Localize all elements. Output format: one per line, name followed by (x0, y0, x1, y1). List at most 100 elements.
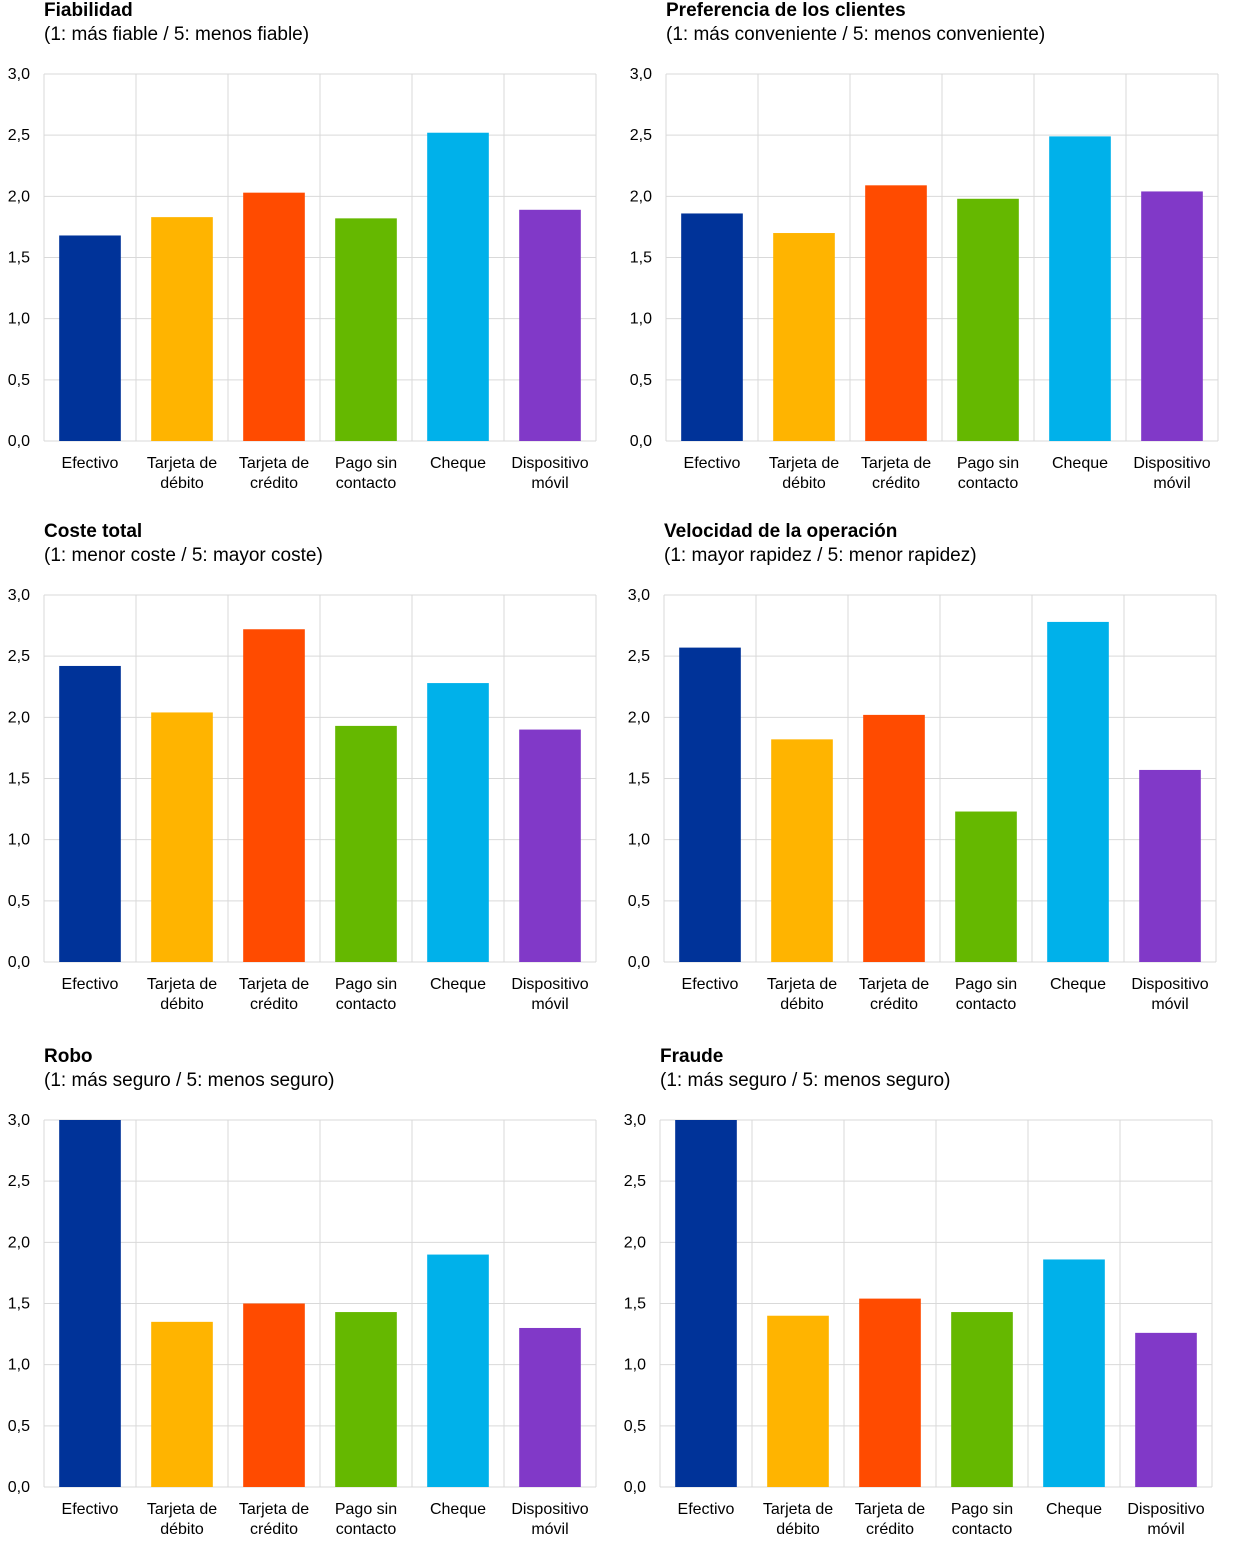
x-tick-label: Pago sin (335, 1501, 397, 1518)
chart-title: Velocidad de la operación (664, 521, 898, 542)
x-tick-label: crédito (866, 1521, 914, 1538)
chart-subtitle: (1: más seguro / 5: menos seguro) (660, 1070, 951, 1091)
y-tick-label: 0,0 (8, 1479, 30, 1496)
bar (773, 233, 835, 441)
bar (519, 729, 581, 962)
y-tick-label: 0,5 (624, 1418, 646, 1435)
bar (519, 209, 581, 441)
chart-panel-fraude: Fraude (1: más seguro / 5: menos seguro)… (616, 1046, 1216, 1546)
bar (1049, 136, 1111, 441)
chart-panel-velocidad: Velocidad de la operación (1: mayor rapi… (620, 521, 1220, 1021)
bar (951, 1312, 1013, 1487)
y-tick-label: 1,5 (8, 771, 30, 788)
bar (427, 683, 489, 962)
x-tick-label: móvil (1153, 475, 1190, 492)
x-tick-label: móvil (1151, 996, 1188, 1013)
x-tick-label: Cheque (1052, 455, 1108, 472)
bar (59, 1120, 121, 1487)
chart-subtitle: (1: más fiable / 5: menos fiable) (44, 24, 310, 45)
chart-subtitle: (1: menor coste / 5: mayor coste) (44, 545, 323, 566)
bar (335, 725, 397, 962)
bar (335, 218, 397, 441)
y-tick-label: 1,5 (624, 1296, 646, 1313)
x-tick-label: Tarjeta de (239, 976, 309, 993)
x-tick-label: contacto (956, 996, 1017, 1013)
x-tick-label: Dispositivo (1133, 455, 1210, 472)
y-tick-label: 1,5 (628, 771, 650, 788)
x-tick-label: contacto (336, 1521, 397, 1538)
bar (151, 217, 213, 441)
x-tick-label: débito (160, 1521, 204, 1538)
y-tick-label: 2,5 (624, 1173, 646, 1190)
y-tick-label: 1,5 (8, 1296, 30, 1313)
bar (427, 1254, 489, 1487)
bar (771, 739, 833, 962)
y-tick-label: 0,0 (630, 433, 652, 450)
x-tick-label: Efectivo (62, 1501, 119, 1518)
y-tick-label: 2,0 (630, 188, 652, 205)
x-tick-label: débito (776, 1521, 820, 1538)
y-tick-label: 0,0 (8, 954, 30, 971)
bar (1047, 621, 1109, 962)
y-tick-label: 0,5 (8, 893, 30, 910)
x-tick-label: Cheque (430, 976, 486, 993)
y-tick-label: 2,0 (624, 1234, 646, 1251)
y-tick-label: 3,0 (628, 587, 650, 604)
y-tick-label: 1,0 (8, 1357, 30, 1374)
x-tick-label: Pago sin (957, 455, 1019, 472)
y-tick-label: 1,0 (628, 832, 650, 849)
x-tick-label: crédito (250, 1521, 298, 1538)
chart-panel-robo: Robo (1: más seguro / 5: menos seguro) 0… (0, 1046, 600, 1546)
x-tick-label: débito (160, 475, 204, 492)
bar (767, 1315, 829, 1487)
bar-chart-preferencia: 0,0 0,5 1,0 1,5 2,0 2,5 3,0 Efectivo Tarjeta de d… (630, 66, 1219, 492)
x-tick-label: Tarjeta de (147, 1501, 217, 1518)
x-tick-label: Tarjeta de (769, 455, 839, 472)
y-tick-label: 0,5 (628, 893, 650, 910)
y-tick-label: 1,0 (8, 311, 30, 328)
bar (1135, 1332, 1197, 1487)
y-tick-label: 2,0 (8, 188, 30, 205)
bar (59, 235, 121, 441)
bar (243, 192, 305, 441)
x-tick-label: Cheque (430, 1501, 486, 1518)
bar (1139, 769, 1201, 962)
chart-subtitle: (1: más seguro / 5: menos seguro) (44, 1070, 335, 1091)
chart-title: Fraude (660, 1046, 724, 1067)
y-tick-label: 1,0 (630, 311, 652, 328)
y-tick-label: 2,0 (8, 709, 30, 726)
x-tick-label: contacto (958, 475, 1019, 492)
bar (957, 198, 1019, 441)
bar (427, 132, 489, 441)
chart-panel-coste: Coste total (1: menor coste / 5: mayor c… (0, 521, 600, 1021)
chart-panel-preferencia: Preferencia de los clientes (1: más conv… (622, 0, 1222, 500)
x-tick-label: Dispositivo (1131, 976, 1208, 993)
bar (243, 629, 305, 962)
x-tick-label: crédito (870, 996, 918, 1013)
chart-subtitle: (1: más conveniente / 5: menos convenien… (666, 24, 1046, 45)
bar (681, 213, 743, 441)
y-tick-label: 1,0 (624, 1357, 646, 1374)
x-tick-label: Tarjeta de (239, 1501, 309, 1518)
y-tick-label: 2,5 (628, 648, 650, 665)
x-tick-label: Tarjeta de (239, 455, 309, 472)
x-tick-label: Efectivo (62, 455, 119, 472)
x-tick-label: Pago sin (335, 976, 397, 993)
x-tick-label: crédito (872, 475, 920, 492)
y-tick-label: 2,5 (630, 127, 652, 144)
x-tick-label: móvil (531, 475, 568, 492)
bar (151, 712, 213, 962)
chart-title: Fiabilidad (44, 0, 133, 21)
y-tick-label: 0,0 (8, 433, 30, 450)
x-tick-label: Efectivo (682, 976, 739, 993)
y-tick-label: 0,0 (624, 1479, 646, 1496)
bar-chart-velocidad: 0,0 0,5 1,0 1,5 2,0 2,5 3,0 Efectivo Tarjeta de d… (628, 587, 1217, 1013)
bar (243, 1303, 305, 1487)
x-tick-label: Pago sin (951, 1501, 1013, 1518)
y-tick-label: 2,0 (628, 709, 650, 726)
bar (1043, 1259, 1105, 1487)
chart-title: Robo (44, 1046, 93, 1067)
y-tick-label: 0,5 (8, 372, 30, 389)
bar-chart-coste: 0,0 0,5 1,0 1,5 2,0 2,5 3,0 Efectivo Tarjeta de d… (8, 587, 597, 1013)
x-tick-label: Efectivo (684, 455, 741, 472)
